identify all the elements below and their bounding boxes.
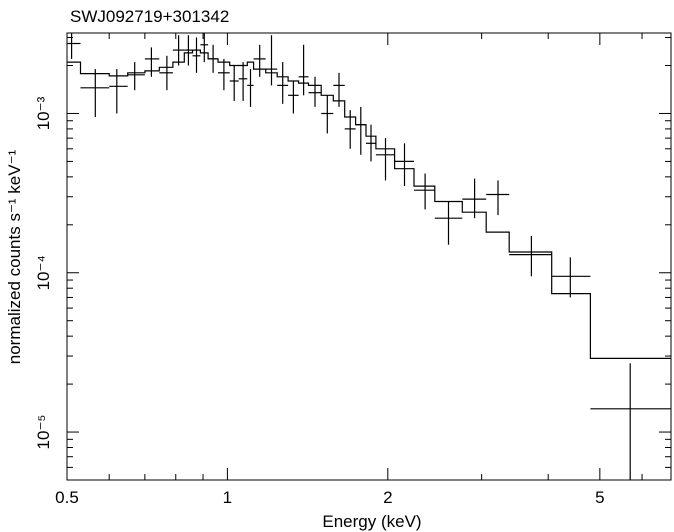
data-point: [394, 143, 414, 187]
data-point: [159, 55, 173, 91]
data-point: [218, 58, 230, 91]
x-tick-label: 5: [595, 488, 604, 507]
chart-title: SWJ092719+301342: [70, 7, 229, 26]
data-point: [590, 363, 671, 480]
data-point: [200, 33, 209, 63]
plot-body: [67, 33, 671, 480]
data-point: [277, 62, 289, 104]
data-point: [333, 72, 345, 107]
data-point: [298, 44, 309, 96]
data-point: [172, 35, 185, 66]
y-tick-label: 10⁻³: [34, 96, 53, 130]
data-point: [321, 95, 334, 134]
data-point: [208, 44, 218, 73]
data-point: [109, 69, 128, 114]
data-point: [229, 65, 239, 101]
plot-frame: [66, 32, 672, 481]
data-point: [551, 257, 591, 298]
tick-labels: 0.5 1 2 5 10⁻⁵ 10⁻⁴ 10⁻³: [34, 96, 605, 507]
data-point: [253, 44, 266, 77]
y-tick-label: 10⁻⁴: [34, 255, 53, 290]
data-point: [288, 81, 299, 114]
data-point: [144, 47, 160, 77]
data-point: [192, 37, 201, 73]
data-point: [184, 35, 193, 66]
x-tick-label: 0.5: [55, 488, 79, 507]
data-point: [127, 62, 145, 91]
data-point: [486, 180, 510, 216]
data-point: [462, 178, 487, 219]
x-axis-label: Energy (keV): [322, 512, 421, 531]
data-point: [80, 69, 110, 117]
model-step-line: [67, 49, 671, 359]
data-point: [67, 33, 81, 59]
data-point: [355, 106, 366, 155]
x-tick-label: 2: [383, 488, 392, 507]
data-point: [366, 124, 376, 162]
x-tick-label: 1: [223, 488, 232, 507]
data-point: [344, 110, 356, 149]
data-point: [308, 76, 322, 107]
y-tick-label: 10⁻⁵: [34, 415, 53, 450]
data-point: [414, 173, 435, 210]
data-point: [375, 138, 395, 181]
y-axis-label: normalized counts s⁻¹ keV⁻¹: [5, 149, 24, 364]
axis-ticks: [66, 33, 671, 481]
data-point: [238, 62, 248, 101]
data-point: [434, 201, 463, 245]
data-point: [509, 236, 552, 277]
data-point: [265, 35, 278, 86]
data-point: [247, 69, 254, 107]
